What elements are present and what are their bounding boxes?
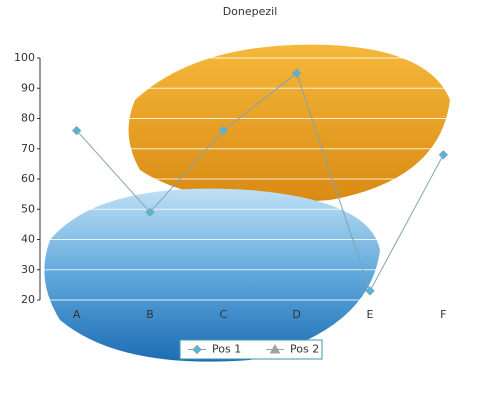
background-image [44,44,451,362]
legend-marker [269,343,281,354]
y-tick-label: 80 [21,112,35,125]
x-tick-label: D [292,308,300,321]
legend-label: Pos 2 [290,343,319,356]
x-tick-label: A [73,308,81,321]
y-tick-label: 90 [21,81,35,94]
legend-label: Pos 1 [212,343,241,356]
legend: Pos 1 Pos 2 [179,339,323,360]
y-tick-label: 70 [21,142,35,155]
legend-box [179,339,323,360]
y-tick-label: 30 [21,263,35,276]
y-tick-label: 50 [21,202,35,215]
data-point [71,125,82,136]
data-point [145,207,155,217]
data-point [438,150,449,160]
y-tick-label: 20 [21,293,35,306]
x-tick-label: F [440,308,446,321]
x-tick-label: C [219,308,227,321]
y-tick-label: 40 [21,233,35,246]
chart-title: Donepezil [223,5,278,18]
x-tick-label: B [146,308,154,321]
data-point [291,68,302,78]
legend-marker [192,344,202,355]
y-tick-label: 60 [21,172,35,185]
data-point [365,286,375,296]
x-tick-label: E [367,308,374,321]
data-point [218,125,229,136]
series-line [76,72,444,293]
y-tick-label: 100 [14,51,35,64]
